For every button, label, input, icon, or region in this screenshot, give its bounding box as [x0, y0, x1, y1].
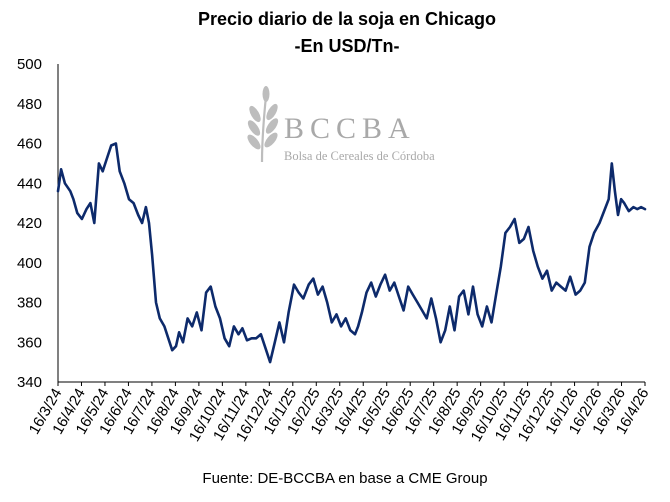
wheat-icon — [247, 86, 279, 163]
chart-title: Precio diario de la soja en Chicago — [198, 9, 496, 29]
y-tick-label: 460 — [17, 136, 42, 153]
y-tick-label: 380 — [17, 295, 42, 312]
source-note: Fuente: DE-BCCBA en base a CME Group — [202, 470, 487, 487]
series-area — [56, 142, 647, 364]
y-tick-label: 420 — [17, 215, 42, 232]
y-tick-label: 360 — [17, 334, 42, 351]
y-tick-label: 400 — [17, 255, 42, 272]
y-tick-label: 340 — [17, 374, 42, 391]
watermark: BCCBA Bolsa de Cereales de Córdoba — [247, 86, 435, 163]
watermark-name: Bolsa de Cereales de Córdoba — [284, 149, 435, 163]
y-tick-label: 480 — [17, 96, 42, 113]
y-tick-label: 440 — [17, 175, 42, 192]
x-axis: 16/3/2416/4/2416/5/2416/6/2416/7/2416/8/… — [26, 381, 652, 445]
y-tick-label: 500 — [17, 56, 42, 73]
watermark-letters: BCCBA — [284, 112, 416, 145]
y-axis: 340 360 380 400 420 440 460 480 500 — [17, 56, 59, 391]
chart-subtitle: -En USD/Tn- — [295, 36, 400, 56]
series-line — [56, 142, 647, 364]
